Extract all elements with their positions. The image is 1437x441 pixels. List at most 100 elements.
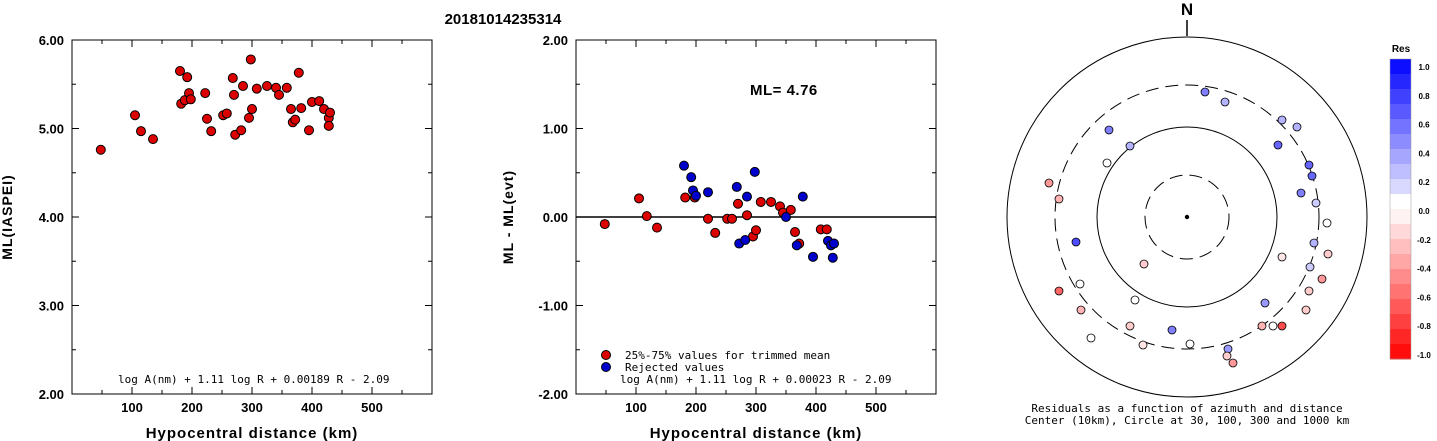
- colorbar-labels: 1.0 0.8 0.6 0.4 0.2 0.0 -0.2 -0.4 -0.6 -0.8 -1.0: [1417, 63, 1431, 360]
- colorbar-frame: [1389, 58, 1412, 360]
- data-point: [304, 125, 314, 136]
- station-marker: [1277, 252, 1287, 262]
- y-tick-label: 2.00: [543, 33, 568, 48]
- legend: 25%-75% values for trimmed mean Rejected…: [601, 349, 830, 374]
- circle-1000km: [1006, 36, 1368, 398]
- data-point: [680, 192, 691, 203]
- station-marker: [1228, 358, 1238, 368]
- colorbar-cell: [1390, 254, 1411, 270]
- colorbar-cell: [1390, 89, 1411, 105]
- x-tick-label: 400: [805, 400, 827, 415]
- data-point: [808, 251, 818, 262]
- data-point: [262, 81, 272, 92]
- data-point: [634, 193, 644, 204]
- data-point: [185, 94, 196, 105]
- data-point: [703, 213, 713, 224]
- colorbar-cell: [1390, 224, 1411, 240]
- epicenter-dot: [1184, 214, 1190, 220]
- data-point: [244, 112, 254, 123]
- data-point: [733, 198, 743, 209]
- data-point: [148, 134, 158, 145]
- station-marker: [1125, 141, 1135, 151]
- azimuth-residual-plot: N Residuals as a function of azimuth and…: [1006, 0, 1368, 427]
- x-tick-label: 500: [361, 400, 383, 415]
- y-axis-label: ML - ML(evt): [500, 170, 516, 264]
- data-point: [286, 104, 296, 115]
- data-point: [710, 227, 721, 238]
- data-point: [229, 89, 239, 100]
- station-marker: [1130, 295, 1140, 305]
- station-marker: [1305, 262, 1315, 272]
- station-marker: [1185, 339, 1195, 349]
- data-point: [227, 73, 238, 84]
- formula-text: log A(nm) + 1.11 log R + 0.00189 R - 2.0…: [118, 373, 390, 386]
- polar-caption-line1: Residuals as a function of azimuth and d…: [1031, 402, 1342, 415]
- data-point: [731, 181, 742, 192]
- station-marker: [1317, 274, 1327, 284]
- legend-label-rejected: Rejected values: [625, 361, 724, 374]
- formula-text: log A(nm) + 1.11 log R + 0.00023 R - 2.0…: [620, 373, 892, 386]
- colorbar-label: -1.0: [1417, 351, 1431, 360]
- x-tick-label: 300: [241, 400, 263, 415]
- colorbar-label: -0.8: [1417, 322, 1431, 331]
- data-point: [202, 113, 212, 124]
- data-point: [296, 103, 307, 114]
- data-point: [829, 238, 839, 249]
- station-markers: [1044, 87, 1333, 368]
- data-point: [290, 114, 301, 125]
- station-marker: [1086, 333, 1096, 343]
- data-point: [755, 196, 766, 207]
- station-marker: [1309, 238, 1319, 248]
- data-point: [293, 67, 304, 78]
- circle-100km: [1096, 126, 1278, 308]
- data-point: [221, 108, 232, 119]
- colorbar-cell: [1390, 104, 1411, 120]
- north-label: N: [1181, 0, 1193, 19]
- colorbar-cell: [1390, 209, 1411, 225]
- x-tick-label: 300: [745, 400, 767, 415]
- data-point: [175, 65, 185, 76]
- circle-300km: [1054, 84, 1320, 350]
- colorbar-title: Res: [1392, 44, 1411, 55]
- legend-marker-rejected: [601, 362, 611, 372]
- colorbar-cell: [1390, 299, 1411, 315]
- colorbar-cell: [1390, 269, 1411, 285]
- data-point: [247, 104, 257, 115]
- data-point: [314, 96, 325, 107]
- y-tick-label: 4.00: [39, 210, 64, 225]
- x-tick-label: 500: [865, 400, 887, 415]
- station-marker: [1323, 249, 1333, 259]
- figure-title: 20181014235314: [445, 11, 562, 28]
- axis-ticks: 100 200 300 400 500 -2.00 -1.00 0.00 1.00 2.00: [538, 33, 936, 415]
- y-axis-label: ML(IASPEI): [0, 174, 15, 259]
- station-marker: [1304, 286, 1314, 296]
- colorbar-label: 0.0: [1418, 207, 1430, 216]
- station-marker: [1054, 286, 1064, 296]
- station-marker: [1054, 194, 1064, 204]
- colorbar-cell: [1390, 149, 1411, 165]
- station-marker: [1222, 351, 1232, 361]
- data-point: [742, 210, 752, 221]
- data-point: [274, 89, 284, 100]
- station-marker: [1125, 321, 1135, 331]
- x-tick-label: 200: [685, 400, 707, 415]
- data-point: [751, 225, 761, 236]
- data-point: [652, 222, 662, 233]
- data-point: [182, 72, 193, 83]
- data-point: [136, 126, 146, 137]
- station-marker: [1296, 188, 1306, 198]
- y-tick-label: 2.00: [39, 387, 64, 402]
- data-point: [781, 212, 791, 222]
- data-point: [245, 54, 256, 65]
- polar-caption-line2: Center (10km), Circle at 30, 100, 300 an…: [1025, 414, 1350, 427]
- ml-vs-distance-chart: 100 200 300 400 500 2.00 3.00 4.00 5.00 6.00 Hypo…: [0, 33, 433, 441]
- x-axis-label: Hypocentral distance (km): [146, 425, 359, 441]
- colorbar-label: 0.6: [1418, 121, 1430, 130]
- colorbar-cell: [1390, 194, 1411, 210]
- station-marker: [1071, 237, 1081, 247]
- colorbar-cell: [1390, 119, 1411, 135]
- data-point: [323, 120, 334, 131]
- data-point: [742, 191, 752, 202]
- data-points: [95, 54, 335, 155]
- x-tick-label: 200: [181, 400, 203, 415]
